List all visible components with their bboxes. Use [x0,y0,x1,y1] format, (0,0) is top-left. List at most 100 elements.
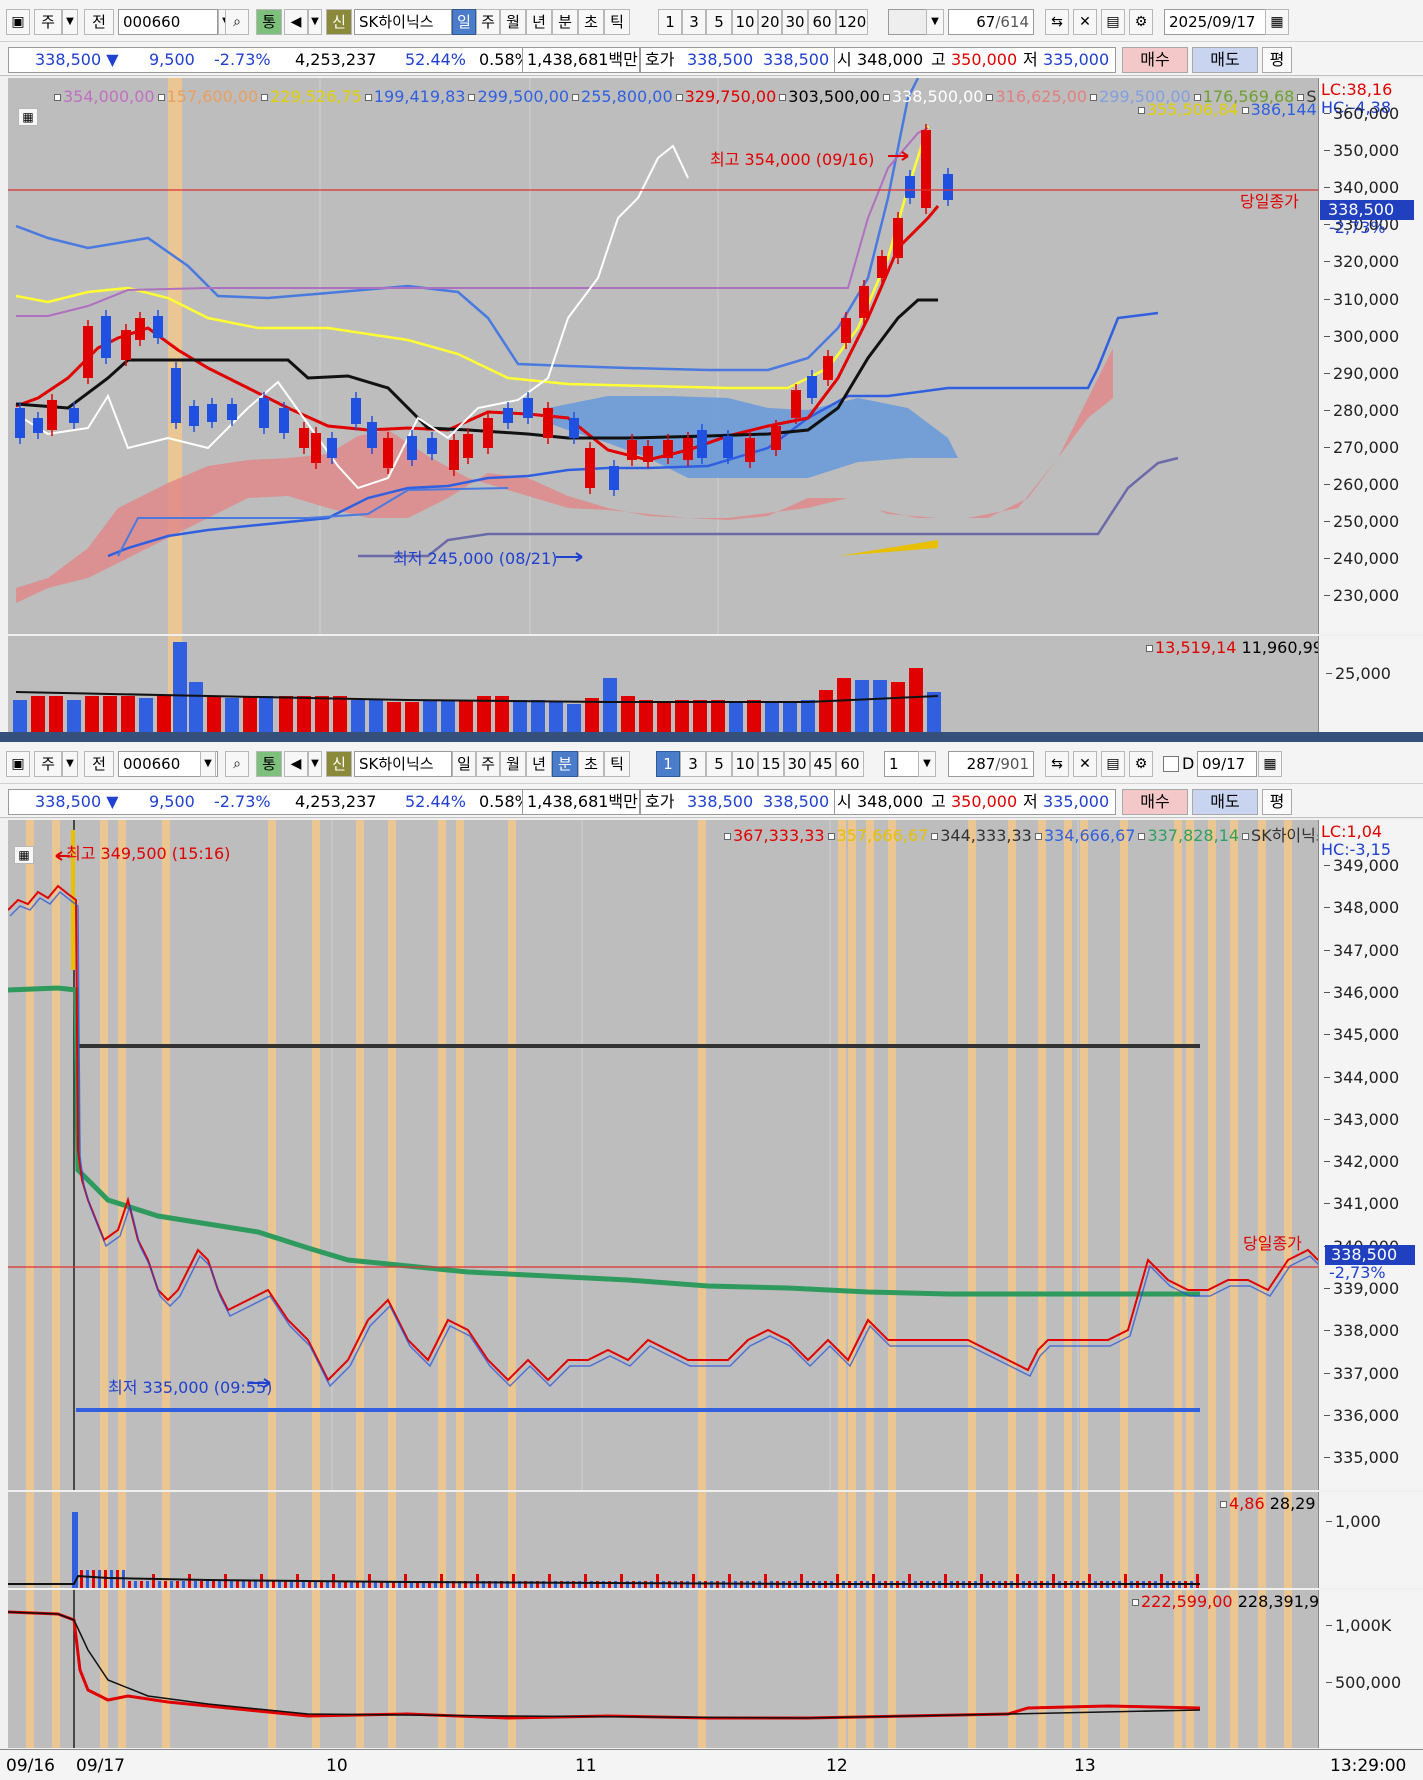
minute-volume-chart[interactable]: 4,86 28,29 ▼ [8,1492,1423,1588]
save-icon[interactable]: ▤ [1101,9,1125,35]
speaker-icon[interactable]: ◀ [284,751,308,777]
chart-layout-icon[interactable]: ▣ [6,751,30,777]
interval-button-0[interactable]: 1 [656,751,680,777]
prev-button[interactable]: 전 [84,9,114,35]
zoom-icon[interactable]: ⇆ [1045,9,1069,35]
period-button-5[interactable]: 초 [578,751,604,777]
interval-button-4[interactable]: 20 [758,9,782,35]
gear-icon[interactable]: ⚙ [1129,9,1153,35]
period-button-3[interactable]: 년 [526,9,552,35]
price-tick-line-blue [9,890,1318,1388]
data-count-field[interactable]: 287/901 [948,751,1034,777]
interval-button-5[interactable]: 30 [784,751,810,777]
grid-table-icon[interactable]: ▦ [14,846,34,864]
date-checkbox[interactable] [1163,756,1179,772]
interval-button-5[interactable]: 30 [782,9,808,35]
prev-button[interactable]: 전 [84,751,114,777]
interval-dropdown-icon[interactable]: ▼ [918,751,936,777]
crosshair-icon[interactable]: ✕ [1073,751,1097,777]
period-button-4[interactable]: 분 [552,751,578,777]
y-axis-label: 270,000 [1323,437,1400,457]
minute-amount-axis: 1,000K 500,000 [1318,1590,1423,1748]
zoom-icon[interactable]: ⇆ [1045,751,1069,777]
daily-price-chart[interactable]: 354,000,00 157,600,00 229,526,75 199,419,83… [8,78,1423,634]
minute-price-chart[interactable]: 367,333,33 357,666,67 344,333,33 334,666,67… [8,820,1423,1490]
speaker-dropdown-icon[interactable]: ▼ [308,751,322,777]
period-button-2[interactable]: 월 [500,9,526,35]
interval-button-4[interactable]: 15 [758,751,784,777]
search-icon[interactable]: ⌕ [225,751,249,777]
data-count-field[interactable]: 67/614 [948,9,1034,35]
period-button-3[interactable]: 년 [526,751,552,777]
time-axis[interactable]: 09/16 09/17 10 11 12 13 13:29:00 [0,1749,1423,1780]
interval-button-3[interactable]: 10 [732,751,758,777]
interval-button-3[interactable]: 10 [732,9,758,35]
period-button-6[interactable]: 틱 [604,9,630,35]
interval-button-6[interactable]: 60 [808,9,836,35]
period-button-0[interactable]: 일 [452,751,476,777]
type-button[interactable]: 주 [34,9,62,35]
calendar-icon[interactable]: ▦ [1265,9,1289,35]
highlight-stripe [1186,820,1194,1490]
stock-code-input[interactable]: 000660 [118,751,218,777]
sell-button[interactable]: 매도 [1192,47,1258,73]
interval-button-0[interactable]: 1 [658,9,682,35]
sin-button[interactable]: 신 [326,751,352,777]
buy-button[interactable]: 매수 [1122,789,1188,815]
highlight-stripe [52,820,60,1490]
avg-button[interactable]: 평 [1262,47,1292,73]
stock-name-field[interactable]: SK하이닉스 [354,9,452,35]
interval-button-1[interactable]: 3 [682,9,706,35]
gear-icon[interactable]: ⚙ [1129,751,1153,777]
daily-y-axis[interactable]: LC:38,16 HC:-4,38 360,000 350,000 340,000 3… [1318,78,1423,634]
save-icon[interactable]: ▤ [1101,751,1125,777]
volume-bar [711,700,725,732]
search-icon[interactable]: ⌕ [225,9,249,35]
type-button[interactable]: 주 [34,751,62,777]
interval-button-6[interactable]: 45 [810,751,836,777]
period-button-1[interactable]: 주 [476,9,500,35]
grid-table-icon[interactable]: ▦ [18,108,38,126]
date-field[interactable]: 2025/09/17 [1164,9,1274,35]
crosshair-icon[interactable]: ✕ [1073,9,1097,35]
tong-button[interactable]: 통 [256,9,282,35]
highlight-stripe [1208,820,1216,1490]
sell-button[interactable]: 매도 [1192,789,1258,815]
period-button-2[interactable]: 월 [500,751,526,777]
highlight-stripe [838,820,846,1490]
custom-interval-dropdown-icon[interactable]: ▼ [926,9,944,35]
stock-name-field[interactable]: SK하이닉스 [354,751,452,777]
type-dropdown-icon[interactable]: ▼ [62,751,78,777]
stock-code-input[interactable]: 000660 [118,9,218,35]
date-field[interactable]: 09/17 [1197,751,1257,777]
legend-item: 357,666,67 [827,826,932,845]
tong-button[interactable]: 통 [256,751,282,777]
daily-volume-chart[interactable]: 13,519,14 11,960,99 ▼ [8,636,1423,732]
volume-bar [644,1581,647,1588]
period-button-6[interactable]: 틱 [604,751,630,777]
chart-layout-icon[interactable]: ▣ [6,9,30,35]
calendar-icon[interactable]: ▦ [1258,751,1282,777]
interval-button-2[interactable]: 5 [706,9,732,35]
speaker-icon[interactable]: ◀ [284,9,308,35]
interval-button-1[interactable]: 3 [680,751,706,777]
interval-button-7[interactable]: 60 [836,751,864,777]
avg-button[interactable]: 평 [1262,789,1292,815]
panel-separator[interactable] [0,732,1423,742]
period-button-5[interactable]: 초 [578,9,604,35]
candle-body [101,316,111,358]
minute-amount-chart[interactable]: 222,599,00 228,391,90 ▼ [8,1590,1423,1748]
minute-y-axis[interactable]: LC:1,04 HC:-3,15 349,000 348,000 347,000 34… [1318,820,1423,1490]
buy-button[interactable]: 매수 [1122,47,1188,73]
period-button-4[interactable]: 분 [552,9,578,35]
period-button-0[interactable]: 일 [452,9,476,35]
interval-button-2[interactable]: 5 [706,751,732,777]
speaker-dropdown-icon[interactable]: ▼ [308,9,322,35]
sin-button[interactable]: 신 [326,9,352,35]
volume-spike [72,1512,78,1588]
interval-button-7[interactable]: 120 [836,9,868,35]
period-button-1[interactable]: 주 [476,751,500,777]
code-dropdown-icon[interactable]: ▼ [200,751,216,777]
type-dropdown-icon[interactable]: ▼ [62,9,78,35]
